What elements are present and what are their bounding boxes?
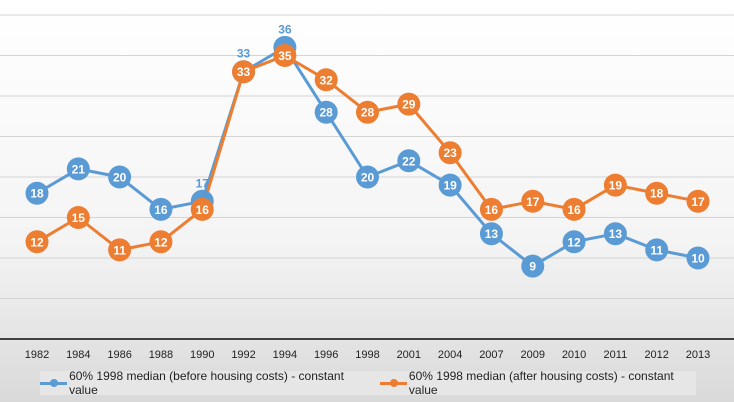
data-point bbox=[562, 230, 586, 254]
data-point bbox=[562, 197, 586, 221]
data-point bbox=[479, 222, 503, 246]
data-label: 13 bbox=[485, 227, 499, 241]
data-point bbox=[149, 197, 173, 221]
x-tick-label: 2007 bbox=[479, 349, 503, 361]
data-label: 16 bbox=[567, 203, 581, 217]
data-label: 12 bbox=[154, 235, 168, 249]
x-tick-label: 2004 bbox=[438, 349, 462, 361]
data-label: 36 bbox=[278, 22, 292, 36]
data-label: 18 bbox=[30, 187, 44, 201]
x-tick-label: 2013 bbox=[686, 349, 710, 361]
data-point bbox=[232, 60, 256, 84]
data-label: 33 bbox=[237, 47, 251, 61]
data-point bbox=[603, 222, 627, 246]
data-label: 28 bbox=[320, 106, 334, 120]
data-label: 16 bbox=[485, 203, 499, 217]
data-point bbox=[314, 100, 338, 124]
series-line-1 bbox=[36, 54, 699, 252]
data-label: 33 bbox=[237, 65, 251, 79]
series-line-0 bbox=[36, 45, 699, 268]
x-tick-label: 1990 bbox=[190, 349, 214, 361]
legend-label: 60% 1998 median (before housing costs) -… bbox=[69, 369, 344, 397]
data-label: 17 bbox=[526, 195, 540, 209]
x-tick-label: 1986 bbox=[107, 349, 131, 361]
x-tick-label: 1984 bbox=[66, 349, 90, 361]
x-tick-label: 1994 bbox=[273, 349, 297, 361]
data-point bbox=[25, 230, 49, 254]
data-label: 20 bbox=[361, 171, 375, 185]
data-label: 23 bbox=[443, 146, 457, 160]
data-label: 17 bbox=[691, 195, 705, 209]
data-point bbox=[686, 246, 710, 270]
data-point bbox=[66, 157, 90, 181]
x-tick-label: 1998 bbox=[355, 349, 379, 361]
legend-item-after-housing: 60% 1998 median (after housing costs) - … bbox=[379, 369, 696, 397]
data-point bbox=[356, 100, 379, 124]
data-point bbox=[25, 181, 49, 205]
x-tick-label: 2009 bbox=[521, 349, 545, 361]
data-point bbox=[438, 141, 462, 165]
data-label: 21 bbox=[72, 162, 86, 176]
data-point bbox=[149, 230, 173, 254]
legend-marker-orange bbox=[379, 378, 407, 387]
data-point bbox=[521, 189, 545, 213]
data-point bbox=[479, 197, 503, 221]
x-tick-label: 2012 bbox=[644, 349, 668, 361]
x-tick-label: 2011 bbox=[604, 349, 628, 361]
data-point bbox=[190, 197, 214, 221]
data-label: 13 bbox=[609, 227, 623, 241]
data-point bbox=[66, 206, 90, 229]
x-tick-label: 2001 bbox=[397, 349, 421, 361]
data-point bbox=[397, 149, 421, 173]
x-tick-label: 1992 bbox=[231, 349, 255, 361]
data-label: 32 bbox=[320, 73, 334, 87]
data-label: 28 bbox=[361, 106, 375, 120]
data-label: 10 bbox=[691, 252, 705, 266]
legend: 60% 1998 median (before housing costs) -… bbox=[40, 369, 696, 397]
x-tick-label: 1982 bbox=[25, 349, 49, 361]
data-point bbox=[645, 181, 669, 205]
legend-item-before-housing: 60% 1998 median (before housing costs) -… bbox=[40, 369, 366, 397]
data-label: 16 bbox=[154, 203, 168, 217]
data-point bbox=[603, 173, 627, 197]
data-point bbox=[108, 165, 132, 189]
data-label: 11 bbox=[650, 243, 663, 257]
data-label: 20 bbox=[113, 171, 127, 185]
data-point bbox=[645, 238, 669, 262]
data-label: 12 bbox=[30, 235, 44, 249]
data-point bbox=[686, 189, 710, 213]
data-point bbox=[356, 165, 379, 189]
data-label: 35 bbox=[278, 49, 292, 63]
x-tick-label: 1988 bbox=[149, 349, 173, 361]
data-point bbox=[273, 44, 297, 67]
data-point bbox=[108, 238, 132, 262]
data-label: 17 bbox=[196, 176, 210, 190]
x-tick-label: 1996 bbox=[314, 349, 338, 361]
data-point bbox=[397, 92, 421, 116]
data-label: 12 bbox=[567, 235, 581, 249]
data-label: 22 bbox=[402, 154, 416, 168]
data-label: 9 bbox=[529, 260, 536, 274]
data-label: 18 bbox=[650, 187, 664, 201]
data-label: 16 bbox=[196, 203, 210, 217]
data-label: 11 bbox=[113, 243, 126, 257]
data-label: 15 bbox=[72, 211, 86, 225]
data-label: 19 bbox=[609, 179, 623, 193]
data-point bbox=[521, 254, 545, 278]
data-label: 19 bbox=[443, 179, 457, 193]
x-tick-label: 2010 bbox=[562, 349, 586, 361]
legend-label: 60% 1998 median (after housing costs) - … bbox=[408, 369, 674, 397]
data-label: 29 bbox=[402, 98, 416, 112]
legend-marker-blue bbox=[40, 378, 68, 387]
data-point bbox=[438, 173, 462, 197]
data-point bbox=[314, 68, 338, 92]
